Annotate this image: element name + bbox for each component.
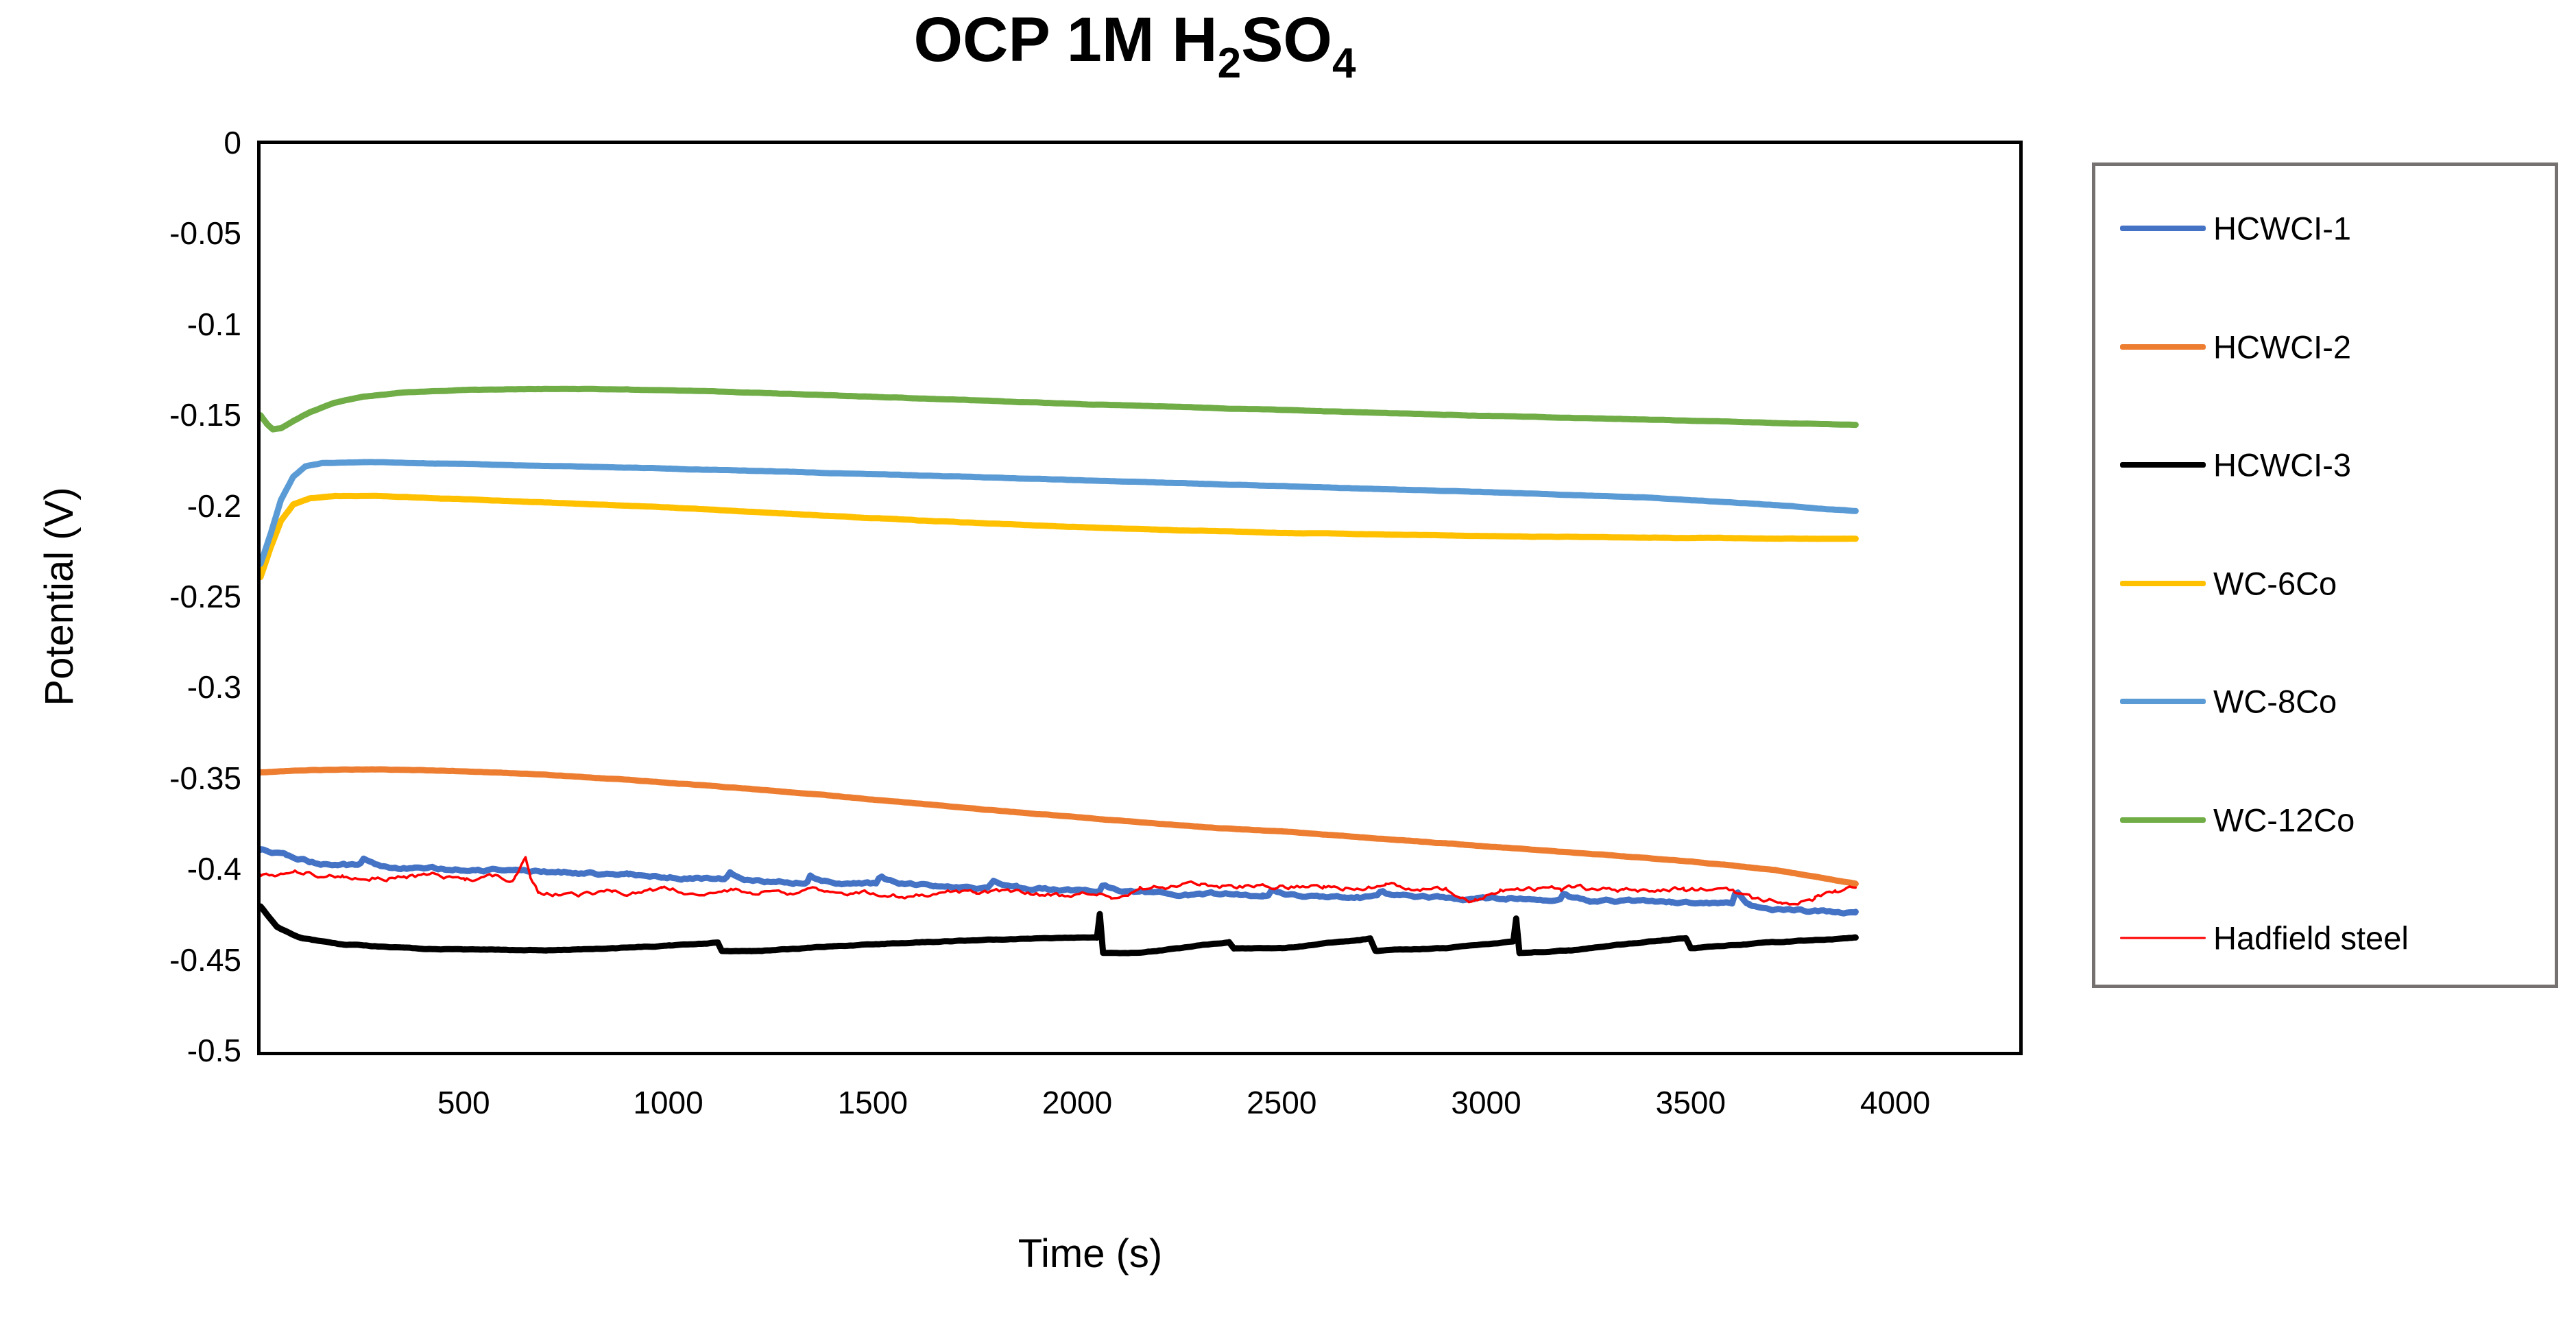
plot-svg: [261, 385, 1859, 956]
series-curve-wc-12co: [261, 385, 1859, 433]
y-axis-tick-label: -0.1: [186, 306, 241, 342]
legend-item-label: WC-6Co: [2213, 565, 2337, 601]
legend-line-sample: [2120, 462, 2206, 468]
legend-item-label: HCWCI-2: [2213, 328, 2352, 365]
x-axis-tick-label: 4000: [1859, 1085, 1931, 1120]
x-axis-tick-label: 3000: [1451, 1085, 1521, 1120]
x-axis-tick-label: 2000: [1042, 1085, 1113, 1120]
legend-item: HCWCI-1: [2095, 208, 2555, 249]
legend-item-label: HCWCI-1: [2213, 210, 2352, 247]
series-curve-wc-6co: [261, 492, 1859, 581]
legend-item-label: HCWCI-3: [2213, 446, 2352, 483]
y-axis-tick-label: -0.15: [169, 397, 241, 433]
chart-title-text: SO: [1241, 5, 1332, 75]
chart-title-text: OCP 1M H: [913, 5, 1218, 75]
legend-line-sample: [2120, 699, 2206, 704]
legend: HCWCI-1 HCWCI-2 HCWCI-3 WC-6Co WC-8Co WC…: [2092, 163, 2558, 988]
legend-item: Hadfield steel: [2095, 917, 2555, 959]
legend-item: WC-12Co: [2095, 799, 2555, 841]
x-axis-tick-label: 1000: [633, 1085, 703, 1120]
legend-item: WC-8Co: [2095, 681, 2555, 722]
series-curve-wc-8co: [261, 459, 1859, 567]
legend-item-label: WC-12Co: [2213, 802, 2355, 838]
legend-item: HCWCI-3: [2095, 444, 2555, 485]
legend-item: WC-6Co: [2095, 563, 2555, 604]
legend-line-sample: [2120, 937, 2206, 939]
y-axis-tick-label: -0.35: [169, 760, 241, 796]
legend-line-sample: [2120, 226, 2206, 231]
legend-line-sample: [2120, 580, 2206, 586]
legend-line-sample: [2120, 344, 2206, 350]
legend-item-label: WC-8Co: [2213, 683, 2337, 720]
chart-title-subscript: 2: [1217, 40, 1242, 87]
y-axis-tick-label: -0.5: [186, 1033, 241, 1068]
chart-title: OCP 1M H2SO4: [723, 4, 1546, 88]
x-axis-tick-label: 1500: [837, 1085, 908, 1120]
x-axis-tick-label: 2500: [1247, 1085, 1317, 1120]
y-axis-tick-label: -0.4: [186, 851, 241, 887]
y-axis-tick-label: -0.45: [169, 941, 241, 978]
y-axis-tick-label: 0: [224, 125, 241, 160]
y-axis-tick-label: -0.25: [169, 579, 241, 614]
legend-item-label: Hadfield steel: [2213, 919, 2409, 956]
y-axis-tick-label: -0.3: [186, 669, 241, 706]
y-axis-tick-label: -0.2: [186, 488, 241, 524]
chart-title-subscript: 4: [1332, 40, 1356, 87]
plot-area: [257, 141, 2023, 1055]
legend-line-sample: [2120, 817, 2206, 823]
legend-item: HCWCI-2: [2095, 326, 2555, 368]
series-curve-hcwci-3: [261, 903, 1859, 956]
series-curve-hcwci-2: [261, 766, 1859, 887]
x-axis-tick-label: 500: [437, 1085, 490, 1120]
x-axis-tick-label: 3500: [1655, 1085, 1726, 1120]
y-axis-tick-label: -0.05: [169, 215, 241, 252]
series-curve-hadfield-steel: [261, 856, 1857, 906]
x-axis-title: Time (s): [1018, 1231, 1163, 1276]
